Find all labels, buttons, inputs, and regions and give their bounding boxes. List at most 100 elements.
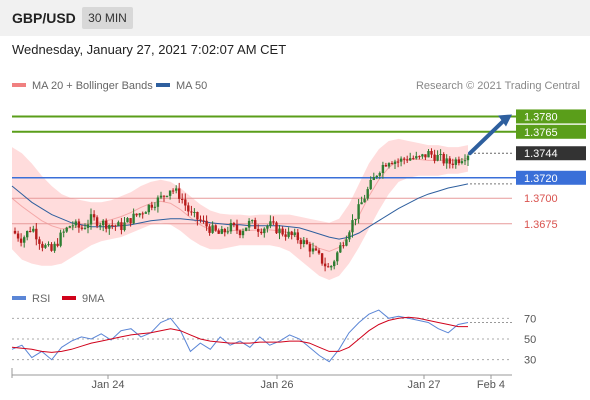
ma9-label: 9MA — [82, 293, 105, 305]
legend-rsi: RSI — [12, 293, 50, 305]
candle-body — [202, 220, 205, 222]
level-tag-1.3744 — [516, 146, 586, 161]
candle-body — [366, 189, 369, 199]
candle-body — [421, 154, 424, 157]
candle-body — [171, 190, 175, 192]
candle-body — [229, 223, 233, 232]
x-tick-label: Jan 26 — [260, 379, 293, 391]
candle-body — [396, 161, 400, 163]
candle-body — [354, 218, 357, 220]
candle-body — [412, 158, 415, 160]
candle-body — [333, 261, 336, 267]
candle-body — [290, 231, 293, 235]
candle-body — [308, 244, 312, 252]
candle-body — [302, 240, 305, 244]
candle-body — [254, 220, 257, 229]
candle-body — [387, 163, 391, 167]
price-panel: 1.3780 1.3765 1.3744 1.3720 1.3700 1.3675 — [11, 109, 586, 280]
rsi-swatch — [12, 296, 26, 301]
candle-body — [223, 229, 226, 233]
candle-body — [13, 230, 17, 234]
candle-body — [454, 159, 457, 165]
candle-body — [281, 228, 284, 235]
candle-body — [156, 197, 160, 207]
candle-body — [175, 188, 178, 191]
candle-body — [327, 266, 330, 268]
candle-body — [38, 239, 41, 244]
candle-body — [95, 217, 99, 226]
candle-body — [126, 218, 129, 223]
candle-body — [424, 154, 427, 158]
projection-arrow — [468, 116, 508, 156]
candle-body — [314, 248, 318, 251]
ma50-swatch — [156, 83, 170, 88]
candle-body — [375, 175, 378, 178]
candle-body — [311, 248, 315, 252]
candle-body — [144, 212, 147, 214]
candle-body — [62, 231, 65, 233]
level-tag-1.3765 — [516, 124, 586, 139]
research-credit: Research © 2021 Trading Central — [415, 80, 580, 92]
candle-body — [305, 240, 309, 245]
candle-body — [317, 250, 321, 254]
candle-body — [68, 226, 71, 228]
candle-body — [232, 223, 236, 225]
candle-body — [35, 228, 38, 240]
candle-body — [342, 245, 345, 247]
candle-body — [439, 154, 442, 155]
candle-body — [418, 156, 421, 158]
candle-body — [41, 243, 44, 248]
candle-body — [378, 173, 381, 176]
candle-body — [120, 222, 123, 230]
rsi-label: RSI — [32, 293, 51, 305]
candle-body — [135, 213, 138, 216]
candle-body — [357, 204, 360, 219]
candle-body — [123, 222, 126, 231]
legend-9ma: 9MA — [62, 293, 105, 305]
candle-body — [278, 228, 281, 234]
bollinger-swatch — [12, 83, 26, 88]
candle-body — [260, 231, 263, 234]
candle-body — [53, 243, 56, 251]
candle-body — [348, 232, 351, 240]
candle-body — [150, 204, 153, 208]
candle-body — [323, 263, 327, 267]
candle-body — [138, 213, 141, 216]
candle-body — [23, 237, 26, 243]
level-tag-1.3720 — [516, 170, 586, 185]
candle-body — [214, 225, 217, 231]
candle-body — [251, 220, 254, 222]
candle-body — [168, 190, 172, 196]
candle-body — [433, 154, 436, 161]
level-label-1.3744: 1.3744 — [524, 148, 558, 160]
candle-body — [162, 195, 166, 197]
candle-body — [102, 220, 105, 226]
candle-body — [74, 221, 77, 226]
candle-body — [320, 253, 324, 264]
candle-body — [415, 156, 418, 159]
candle-body — [80, 227, 84, 229]
candle-body — [77, 221, 81, 228]
candle-body — [187, 205, 190, 212]
timeframe-badge[interactable]: 30 MIN — [82, 7, 133, 29]
level-label-1.3780: 1.3780 — [524, 111, 558, 123]
candle-body — [381, 165, 385, 173]
candle-body — [99, 225, 102, 227]
candle-body — [141, 213, 144, 215]
candle-body — [211, 225, 214, 233]
candle-body — [147, 204, 150, 213]
level-label-1.3720: 1.3720 — [524, 173, 558, 185]
level-label-1.3675: 1.3675 — [524, 219, 558, 231]
candle-body — [111, 225, 114, 226]
symbol-title: GBP/USD — [12, 10, 76, 26]
rsi-panel: 70 50 30 — [11, 309, 536, 367]
candle-body — [263, 228, 266, 234]
header-bar: GBP/USD 30 MIN — [0, 0, 590, 36]
candle-body — [108, 225, 111, 229]
candle-body — [238, 230, 242, 236]
candle-body — [65, 227, 68, 232]
candle-body — [430, 151, 433, 155]
level-label-1.3765: 1.3765 — [524, 127, 558, 139]
candle-body — [299, 240, 302, 245]
